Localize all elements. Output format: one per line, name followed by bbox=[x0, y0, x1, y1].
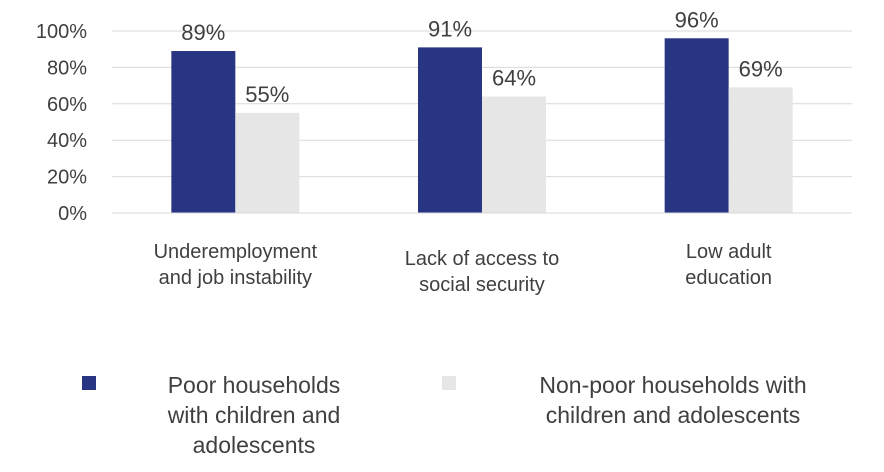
bar bbox=[482, 96, 546, 213]
x-tick-label: Underemployment and job instability bbox=[112, 239, 359, 291]
bar-chart: 0% 20% 40% 60% 80% 100% 89% 91% 96% 55% 64% 69% bbox=[36, 7, 852, 225]
legend-label-nonpoor: Non-poor households with children and ad… bbox=[478, 370, 868, 430]
legend: Poor households with children and adoles… bbox=[0, 370, 884, 472]
y-tick-label: 20% bbox=[47, 167, 87, 189]
data-label: 91% bbox=[428, 16, 472, 41]
legend-label-poor-line: adolescents bbox=[192, 432, 316, 458]
data-label: 64% bbox=[492, 66, 536, 91]
legend-item-nonpoor: Non-poor households with children and ad… bbox=[442, 370, 868, 430]
x-tick-label-line: Lack of access to bbox=[404, 248, 560, 270]
legend-label-nonpoor-line: children and adolescents bbox=[545, 402, 801, 428]
bar bbox=[235, 112, 300, 213]
y-tick-label: 60% bbox=[47, 94, 87, 116]
y-tick-label: 80% bbox=[47, 57, 87, 79]
data-label: 96% bbox=[675, 7, 719, 32]
data-label: 89% bbox=[181, 20, 225, 45]
legend-label-poor-line: with children and bbox=[167, 402, 341, 428]
x-tick-label: Lack of access to social security bbox=[359, 246, 606, 298]
x-tick-label-line: Underemployment bbox=[153, 241, 318, 263]
y-tick-label: 40% bbox=[47, 130, 87, 152]
y-tick-label: 100% bbox=[36, 21, 87, 43]
legend-label-poor: Poor households with children and adoles… bbox=[134, 370, 374, 460]
data-label: 55% bbox=[245, 82, 289, 107]
bar bbox=[418, 47, 482, 213]
x-tick-label-line: and job instability bbox=[158, 267, 313, 289]
legend-label-poor-line: Poor households bbox=[167, 372, 341, 398]
data-label: 69% bbox=[739, 56, 783, 81]
x-tick-label-line: Low adult bbox=[685, 241, 772, 263]
x-tick-label: Low adult education bbox=[605, 239, 852, 291]
legend-swatch-poor bbox=[82, 376, 96, 390]
bar bbox=[728, 87, 793, 213]
y-tick-label: 0% bbox=[58, 203, 87, 225]
legend-item-poor: Poor households with children and adoles… bbox=[82, 370, 374, 460]
x-tick-label-line: education bbox=[685, 267, 773, 289]
x-tick-label-line: social security bbox=[419, 274, 545, 296]
legend-label-nonpoor-line: Non-poor households with bbox=[539, 372, 807, 398]
bar bbox=[664, 38, 729, 213]
bar bbox=[171, 51, 236, 213]
legend-swatch-nonpoor bbox=[442, 376, 456, 390]
